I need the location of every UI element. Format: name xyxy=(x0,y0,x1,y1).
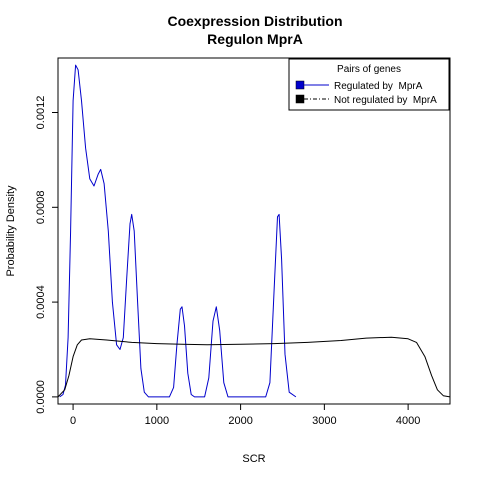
x-tick-label: 4000 xyxy=(396,415,420,427)
x-axis: 0 1000 2000 3000 4000 xyxy=(70,404,420,427)
y-tick-label: 0.0012 xyxy=(35,96,47,130)
chart-subtitle: Regulon MprA xyxy=(207,31,303,47)
y-tick-label: 0.0008 xyxy=(35,190,47,224)
x-tick-label: 0 xyxy=(70,415,76,427)
y-axis: 0.0000 0.0004 0.0008 0.0012 xyxy=(35,96,58,414)
y-tick-label: 0.0004 xyxy=(35,285,47,319)
x-tick-label: 3000 xyxy=(312,415,336,427)
legend-entry-not-regulated: Not regulated by MprA xyxy=(334,95,437,106)
y-tick-label: 0.0000 xyxy=(35,380,47,414)
y-axis-label: Probability Density xyxy=(5,185,17,277)
legend: Pairs of genes Regulated by MprA Not reg… xyxy=(288,58,450,111)
plot-frame xyxy=(57,57,451,405)
chart-title: Coexpression Distribution xyxy=(167,13,342,29)
legend-title: Pairs of genes xyxy=(337,64,401,75)
legend-swatch-regulated xyxy=(295,80,305,90)
x-tick-label: 1000 xyxy=(145,415,169,427)
x-tick-label: 2000 xyxy=(228,415,252,427)
legend-entry-regulated: Regulated by MprA xyxy=(334,81,423,92)
legend-box xyxy=(288,58,450,111)
x-axis-label: SCR xyxy=(242,453,265,465)
series-line-0 xyxy=(59,64,297,398)
series-line-1 xyxy=(57,336,451,398)
series-layer xyxy=(57,64,451,398)
legend-swatch-not-regulated xyxy=(295,94,305,104)
